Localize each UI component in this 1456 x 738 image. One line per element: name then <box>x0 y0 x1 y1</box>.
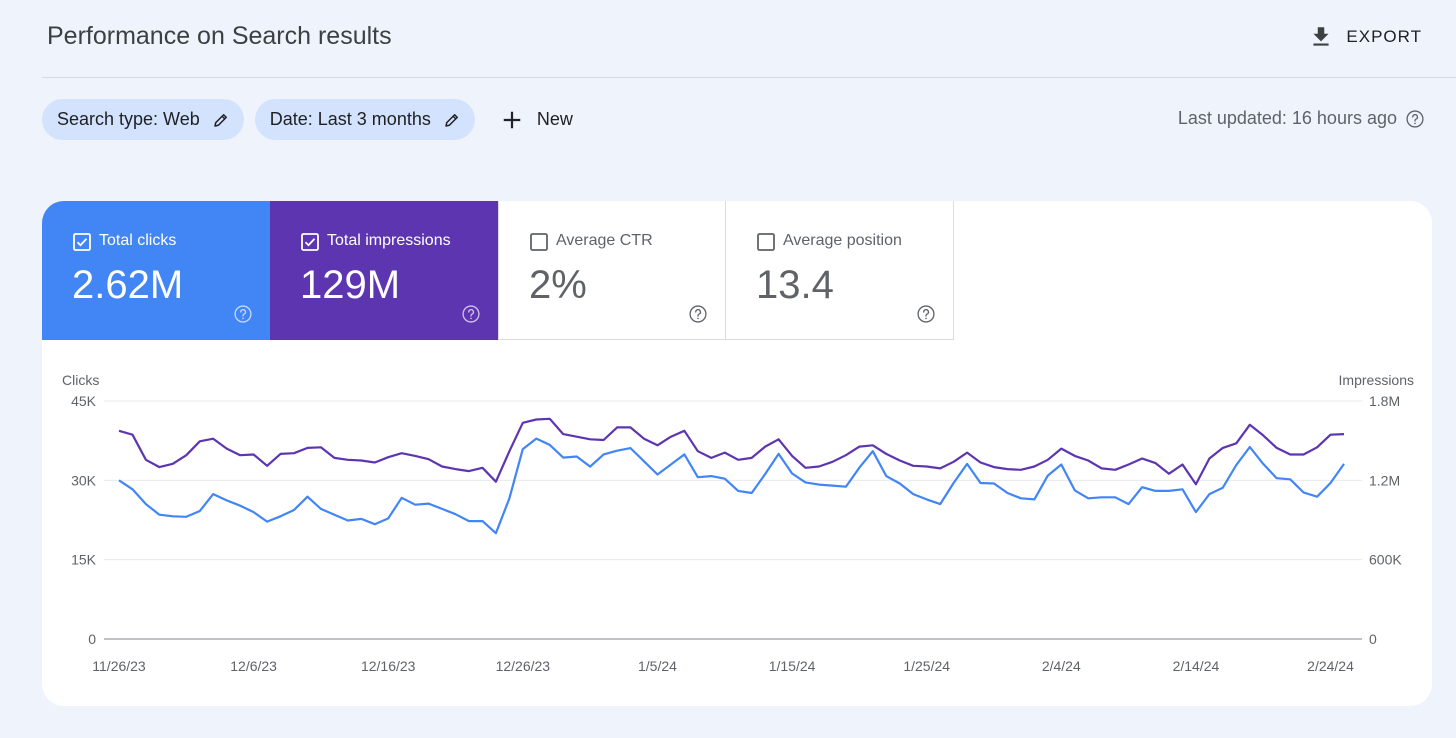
search-type-chip-label: Search type: Web <box>57 109 200 129</box>
performance-chart: Clicks Impressions 0 0 15K 600K 30K 1.2M 45K 1.8M… <box>42 340 1432 706</box>
help-icon[interactable] <box>916 304 936 324</box>
help-icon[interactable] <box>688 304 708 324</box>
left-tick-label: 45K <box>71 393 97 409</box>
metric-label: Average position <box>783 232 902 249</box>
x-tick-label: 1/25/24 <box>903 658 950 674</box>
right-tick-label: 1.8M <box>1369 393 1400 409</box>
page-title: Performance on Search results <box>47 22 392 50</box>
chart-svg: Clicks Impressions 0 0 15K 600K 30K 1.2M 45K 1.8M… <box>62 372 1414 674</box>
metric-total-impressions[interactable]: Total impressions 129M <box>270 201 498 340</box>
metric-value: 13.4 <box>756 263 834 307</box>
metric-value: 2.62M <box>72 263 184 307</box>
new-filter-button[interactable]: New <box>501 109 573 131</box>
export-button[interactable]: EXPORT <box>1308 24 1422 50</box>
help-icon[interactable] <box>461 304 481 324</box>
metric-average-ctr[interactable]: Average CTR 2% <box>498 201 726 340</box>
checkbox-checked-icon[interactable] <box>73 233 91 251</box>
pencil-icon <box>445 113 458 127</box>
metric-value: 2% <box>529 263 587 307</box>
header: Performance on Search results EXPORT <box>0 0 1456 78</box>
checkbox-unchecked-icon[interactable] <box>757 233 775 251</box>
x-tick-label: 2/14/24 <box>1173 658 1220 674</box>
x-tick-label: 2/24/24 <box>1307 658 1354 674</box>
left-tick-label: 30K <box>71 472 97 488</box>
metric-label: Total impressions <box>327 232 451 249</box>
metric-total-clicks[interactable]: Total clicks 2.62M <box>42 201 270 340</box>
new-filter-label: New <box>536 109 573 129</box>
clicks-line <box>118 437 1345 535</box>
search-type-chip[interactable]: Search type: Web <box>42 99 244 140</box>
impressions-line <box>118 417 1345 486</box>
pencil-icon <box>214 113 227 127</box>
x-tick-label: 1/15/24 <box>769 658 816 674</box>
help-icon[interactable] <box>233 304 253 324</box>
date-chip[interactable]: Date: Last 3 months <box>254 99 475 140</box>
x-tick-label: 11/26/23 <box>92 658 146 674</box>
metric-label: Total clicks <box>99 232 177 249</box>
last-updated: Last updated: 16 hours ago <box>1178 108 1425 129</box>
right-tick-label: 0 <box>1369 631 1377 647</box>
right-tick-label: 600K <box>1369 552 1402 568</box>
left-axis-title: Clicks <box>62 372 99 388</box>
last-updated-text: Last updated: 16 hours ago <box>1177 108 1397 128</box>
date-chip-label: Date: Last 3 months <box>269 109 431 129</box>
right-tick-label: 1.2M <box>1369 472 1400 488</box>
x-tick-label: 2/4/24 <box>1042 658 1081 674</box>
metric-tabs: Total clicks 2.62M Total impressions 129… <box>42 201 954 340</box>
right-axis-title: Impressions <box>1339 372 1414 388</box>
left-tick-label: 15K <box>71 552 97 568</box>
performance-card: Total clicks 2.62M Total impressions 129… <box>42 201 1432 706</box>
metric-average-position[interactable]: Average position 13.4 <box>726 201 954 340</box>
filter-bar: Search type: Web Date: Last 3 months New <box>42 99 573 140</box>
help-icon[interactable] <box>1405 109 1425 129</box>
download-icon <box>1313 27 1329 46</box>
metric-value: 129M <box>300 263 401 307</box>
metric-label: Average CTR <box>556 232 653 249</box>
x-tick-label: 12/6/23 <box>230 658 277 674</box>
export-label: EXPORT <box>1346 27 1422 46</box>
x-tick-label: 12/26/23 <box>496 658 551 674</box>
x-tick-label: 12/16/23 <box>361 658 416 674</box>
x-tick-label: 1/5/24 <box>638 658 677 674</box>
checkbox-unchecked-icon[interactable] <box>530 233 548 251</box>
left-tick-label: 0 <box>88 631 96 647</box>
checkbox-checked-icon[interactable] <box>301 233 319 251</box>
plus-icon <box>503 111 521 128</box>
header-divider <box>42 77 1456 78</box>
